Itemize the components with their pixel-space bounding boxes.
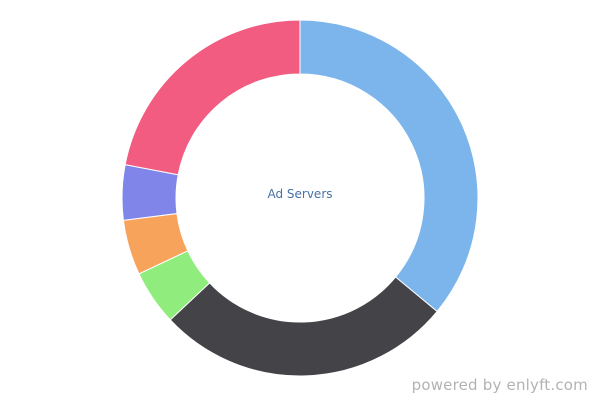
watermark-text: powered by enlyft.com (411, 376, 588, 394)
donut-slice-6[interactable] (124, 19, 301, 176)
donut-slice-1[interactable] (299, 19, 479, 313)
donut-slice-2[interactable] (169, 276, 438, 377)
donut-slices (121, 19, 479, 377)
center-label: Ad Servers (267, 187, 332, 201)
